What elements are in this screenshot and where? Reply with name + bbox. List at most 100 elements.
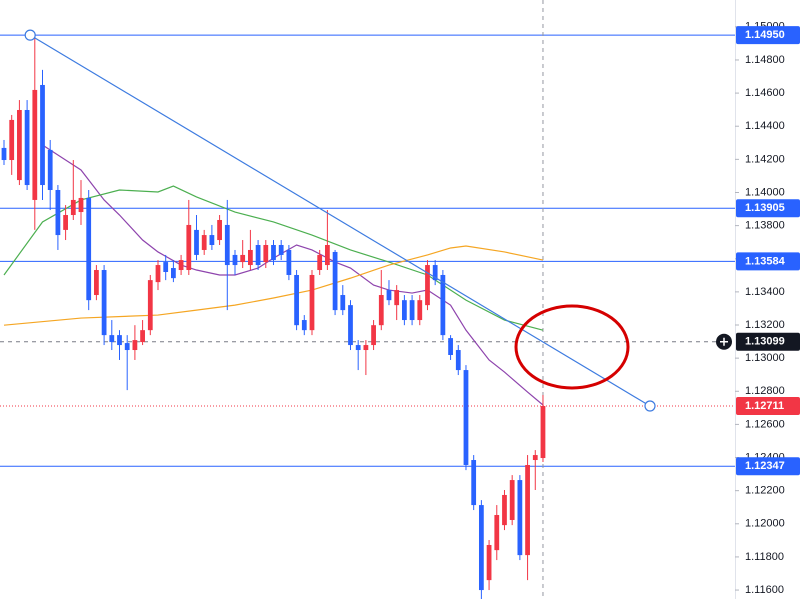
y-tick-label: 1.13200 — [745, 319, 785, 331]
candle-body — [147, 280, 153, 331]
y-tick-label: 1.11800 — [745, 551, 784, 563]
candle-body — [425, 265, 430, 306]
candle-body — [132, 340, 138, 351]
candle-body — [301, 320, 307, 331]
candle-body — [540, 406, 546, 459]
candle-body — [101, 270, 107, 336]
candle-body — [32, 89, 38, 200]
candle-body — [78, 197, 84, 213]
candle-body — [448, 338, 453, 355]
candle-body — [455, 350, 461, 371]
highlight-ellipse — [514, 304, 630, 390]
candle-body — [155, 265, 161, 283]
candle-body — [1, 147, 7, 161]
level-label: 1.13584 — [745, 255, 786, 267]
candle-body — [255, 245, 261, 266]
candle-body — [440, 274, 446, 336]
candle-body — [232, 254, 238, 266]
candle-body — [324, 245, 330, 266]
candle-body — [317, 254, 323, 271]
level-label: 1.13905 — [745, 202, 785, 214]
candle-body — [525, 464, 530, 556]
current-price-label-box — [736, 397, 800, 416]
y-tick-label: 1.12800 — [745, 385, 785, 397]
candle-body — [70, 199, 76, 216]
candle-body — [532, 455, 538, 461]
candle-body — [286, 249, 292, 275]
candle-body — [378, 295, 384, 326]
candle-body — [171, 268, 176, 279]
candle-body — [47, 149, 53, 191]
candle-body — [194, 229, 199, 255]
candle-body — [394, 290, 400, 306]
candle-body — [340, 295, 346, 311]
candle-body — [248, 249, 253, 266]
candle-body — [94, 270, 99, 296]
candle-body — [332, 251, 338, 311]
candle-body — [363, 345, 369, 351]
crosshair-add-plus — [720, 337, 728, 346]
y-tick-label: 1.13800 — [745, 220, 785, 232]
y-tick-label: 1.12600 — [745, 418, 785, 430]
candle-body — [471, 460, 477, 506]
candle-body — [178, 260, 184, 271]
candle-body — [309, 274, 315, 331]
price-axis: 1.150001.148001.146001.144001.142001.140… — [716, 21, 800, 596]
candle-body — [186, 224, 192, 271]
y-tick-label: 1.14200 — [745, 153, 785, 165]
crosshair-label: 1.13099 — [745, 336, 785, 348]
moving-average — [42, 144, 544, 406]
y-tick-label: 1.12000 — [745, 518, 785, 530]
candle-body — [9, 119, 15, 161]
candle-body — [209, 235, 215, 246]
candle-body — [55, 190, 61, 236]
candle-body — [124, 343, 130, 351]
level-label-box — [736, 457, 800, 476]
moving-average — [3, 185, 544, 331]
y-tick-label: 1.13400 — [745, 286, 785, 298]
candle-body — [517, 480, 523, 556]
candle-body — [417, 300, 423, 321]
candle-body — [240, 254, 246, 263]
candle-body — [486, 544, 492, 581]
candle-body — [278, 245, 284, 255]
level-label-box — [736, 199, 800, 218]
trendline-handle — [24, 29, 36, 41]
y-tick-label: 1.13000 — [745, 352, 785, 364]
candle-body — [494, 515, 500, 551]
level-label-box — [736, 26, 800, 45]
plot-area — [0, 0, 735, 599]
candle-body — [140, 330, 145, 343]
level-label: 1.12347 — [745, 460, 785, 472]
candle-body — [217, 219, 222, 241]
candle-body — [117, 335, 122, 346]
candle-body — [109, 335, 115, 343]
candle-body — [271, 245, 276, 261]
y-tick-label: 1.12200 — [745, 485, 785, 497]
y-tick-label: 1.11600 — [745, 584, 784, 596]
trendline-handle — [644, 400, 656, 412]
candle-body — [63, 215, 68, 230]
candle-body — [40, 84, 45, 186]
candle-body — [263, 245, 269, 263]
y-tick-label: 1.14600 — [745, 87, 785, 99]
candle-body — [224, 224, 230, 266]
candle-body — [386, 290, 392, 301]
y-tick-label: 1.14000 — [745, 186, 785, 198]
moving-average — [3, 245, 544, 326]
candle-body — [355, 345, 361, 351]
candle-body — [24, 109, 30, 186]
y-tick-label: 1.14800 — [745, 54, 785, 66]
level-label: 1.14950 — [745, 29, 785, 41]
y-tick-label: 1.14400 — [745, 120, 785, 132]
candle-body — [401, 300, 407, 321]
candle-body — [432, 265, 438, 281]
candle-body — [86, 197, 92, 301]
candle-body — [463, 370, 469, 465]
candle-body — [478, 505, 484, 591]
candle-body — [163, 262, 169, 273]
candle-body — [348, 305, 353, 346]
